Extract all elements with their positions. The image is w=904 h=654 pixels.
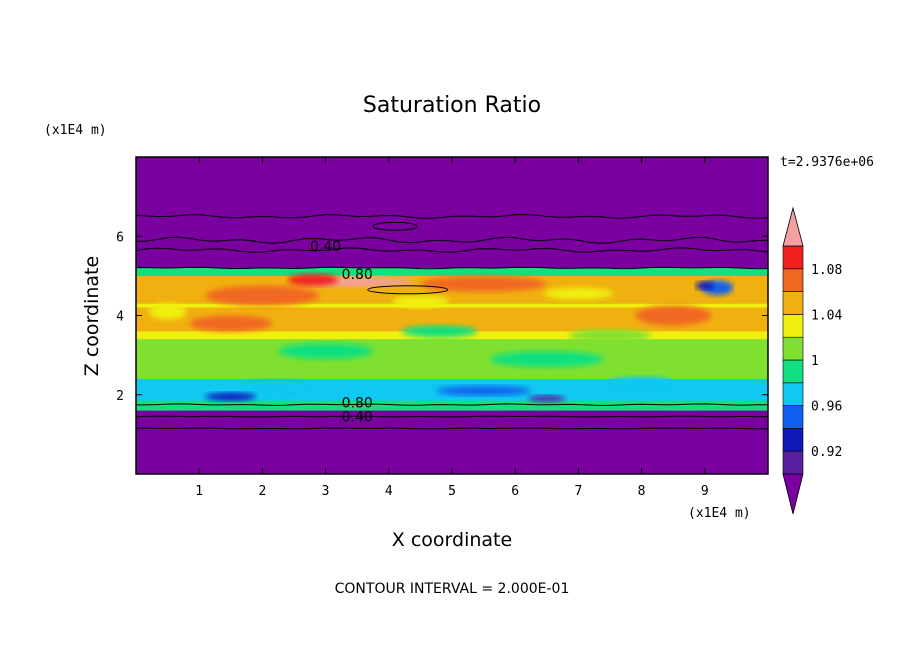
colorbar: 0.92 0.96 1 1.04 1.08 bbox=[782, 206, 842, 515]
colorbar-under-triangle bbox=[782, 473, 804, 515]
colorbar-segment bbox=[782, 382, 804, 406]
colorbar-tick-label: 1 bbox=[811, 354, 819, 369]
colorbar-tick-label: 0.96 bbox=[811, 400, 842, 415]
field-feature bbox=[401, 325, 478, 338]
x-tick-label: 9 bbox=[701, 484, 709, 499]
saturation-field bbox=[136, 267, 768, 411]
x-tick-label: 6 bbox=[511, 484, 519, 499]
contour-line bbox=[136, 236, 768, 244]
colorbar-tick-label: 1.04 bbox=[811, 308, 842, 323]
y-axis-label: Z coordinate bbox=[81, 256, 103, 376]
field-feature bbox=[695, 281, 715, 290]
x-tick-label: 7 bbox=[574, 484, 582, 499]
field-feature bbox=[148, 303, 187, 320]
field-feature bbox=[391, 295, 449, 308]
x-unit-label: (x1E4 m) bbox=[688, 506, 751, 521]
field-feature bbox=[489, 351, 604, 368]
contour-label: 0.40 bbox=[310, 239, 341, 255]
contour-lines bbox=[136, 213, 768, 430]
time-label: t=2.9376e+06 bbox=[780, 155, 874, 170]
field-feature bbox=[420, 275, 547, 292]
field-feature bbox=[610, 376, 674, 389]
x-axis-label: X coordinate bbox=[392, 529, 512, 551]
plot-area bbox=[136, 157, 768, 474]
field-feature bbox=[436, 386, 531, 396]
field-feature bbox=[568, 329, 652, 342]
field-feature bbox=[243, 380, 307, 393]
field-band bbox=[136, 307, 768, 332]
contour-label: 0.80 bbox=[342, 267, 373, 283]
x-tick-label: 4 bbox=[385, 484, 393, 499]
colorbar-segment bbox=[782, 405, 804, 429]
field-feature bbox=[278, 343, 373, 360]
colorbar-segment bbox=[782, 450, 804, 475]
colorbar-segment bbox=[782, 268, 804, 292]
field-feature bbox=[205, 285, 320, 306]
contour-interval-label: CONTOUR INTERVAL = 2.000E-01 bbox=[335, 581, 570, 597]
chart-title: Saturation Ratio bbox=[363, 93, 541, 118]
field-feature bbox=[189, 315, 272, 332]
colorbar-tick-label: 0.92 bbox=[811, 445, 842, 460]
colorbar-segment bbox=[782, 428, 804, 452]
colorbar-segment bbox=[782, 314, 804, 338]
contour-line bbox=[136, 403, 768, 406]
x-tick-label: 5 bbox=[448, 484, 456, 499]
contour-loop bbox=[372, 221, 418, 231]
colorbar-segment bbox=[782, 359, 804, 384]
field-feature bbox=[527, 395, 566, 402]
colorbar-over-triangle bbox=[782, 206, 804, 247]
contour-line bbox=[136, 266, 768, 270]
contour-label: 0.80 bbox=[342, 396, 373, 412]
colorbar-segment bbox=[782, 291, 804, 315]
contour-labels: 0.400.800.800.40 bbox=[310, 239, 373, 425]
y-unit-label: (x1E4 m) bbox=[44, 123, 107, 138]
field-feature bbox=[543, 287, 614, 300]
y-tick-label: 6 bbox=[116, 230, 124, 245]
x-tick-label: 2 bbox=[258, 484, 266, 499]
contour-line bbox=[136, 415, 768, 418]
field-feature bbox=[205, 392, 257, 401]
field-feature bbox=[635, 305, 712, 326]
x-tick-label: 8 bbox=[638, 484, 646, 499]
contour-label: 0.40 bbox=[342, 410, 373, 426]
contour-line bbox=[136, 247, 768, 253]
x-axis-ticks: 1 2 3 4 5 6 7 8 9 bbox=[195, 157, 709, 499]
y-axis-ticks: 2 4 6 bbox=[116, 230, 768, 404]
y-tick-label: 2 bbox=[116, 389, 124, 404]
colorbar-tick-label: 1.08 bbox=[811, 263, 842, 278]
field-band bbox=[136, 339, 768, 379]
y-tick-label: 4 bbox=[116, 310, 124, 325]
colorbar-segment bbox=[782, 245, 804, 270]
field-feature bbox=[287, 273, 339, 286]
x-tick-label: 3 bbox=[322, 484, 330, 499]
contour-line bbox=[136, 213, 768, 219]
colorbar-segment bbox=[782, 336, 804, 361]
contour-line bbox=[136, 427, 768, 430]
contour-loop bbox=[367, 285, 449, 295]
x-tick-label: 1 bbox=[195, 484, 203, 499]
